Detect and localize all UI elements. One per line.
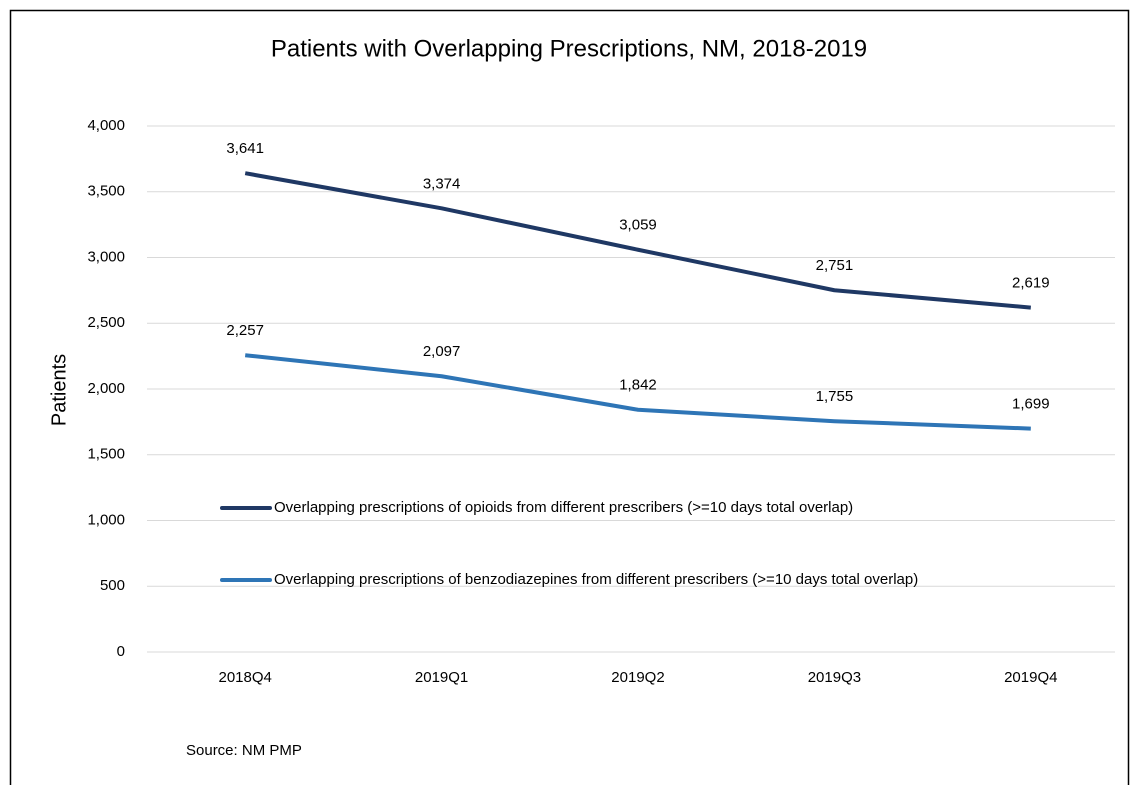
x-tick-label: 2019Q2: [611, 669, 664, 686]
y-axis-label: Patients: [48, 354, 70, 426]
data-label: 2,751: [816, 257, 854, 274]
legend-label: Overlapping prescriptions of opioids fro…: [274, 499, 853, 516]
x-tick-label: 2019Q1: [415, 669, 468, 686]
x-tick-label: 2018Q4: [219, 669, 272, 686]
source-note: Source: NM PMP: [186, 742, 302, 759]
chart-border: [9, 9, 1130, 785]
data-label: 3,059: [619, 217, 657, 234]
data-label: 1,699: [1012, 396, 1050, 413]
y-tick-label: 3,500: [87, 183, 125, 200]
y-tick-label: 1,500: [87, 446, 125, 463]
y-tick-label: 0: [117, 643, 125, 660]
chart-title: Patients with Overlapping Prescriptions,…: [271, 35, 867, 62]
data-label: 3,641: [226, 140, 264, 157]
x-tick-label: 2019Q4: [1004, 669, 1057, 686]
y-tick-label: 4,000: [87, 117, 125, 134]
legend-label: Overlapping prescriptions of benzodiazep…: [274, 571, 918, 588]
y-tick-label: 3,000: [87, 248, 125, 265]
y-tick-label: 500: [100, 577, 125, 594]
data-label: 2,619: [1012, 275, 1050, 292]
data-label: 1,755: [816, 388, 854, 405]
y-tick-label: 1,000: [87, 511, 125, 528]
series-line: [244, 171, 1031, 310]
x-tick-label: 2019Q3: [808, 669, 861, 686]
series-line: [244, 353, 1031, 431]
y-tick-label: 2,000: [87, 380, 125, 397]
data-label: 1,842: [619, 377, 657, 394]
y-tick-label: 2,500: [87, 314, 125, 331]
data-label: 2,097: [423, 343, 461, 360]
data-label: 2,257: [226, 322, 264, 339]
data-label: 3,374: [423, 175, 461, 192]
